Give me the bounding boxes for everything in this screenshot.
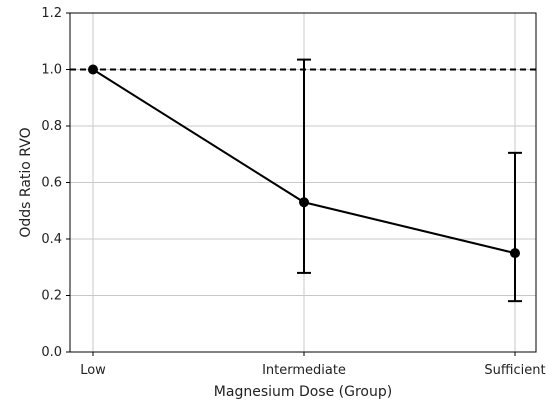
x-tick-label-1: Intermediate: [262, 363, 346, 378]
y-axis-label: Odds Ratio RVO: [18, 127, 34, 237]
y-tick-label-6: 1.2: [41, 6, 62, 21]
y-tick-label-4: 0.8: [41, 119, 62, 134]
x-tick-label-2: Sufficient: [484, 363, 545, 378]
y-axis-ticks: 0.0 0.2 0.4 0.6 0.8 1.0 1.2: [41, 6, 70, 360]
x-axis-ticks: Low Intermediate Sufficient: [80, 352, 546, 378]
y-tick-label-5: 1.0: [41, 63, 62, 78]
data-point-1: [299, 197, 309, 208]
data-point-2: [510, 248, 520, 259]
data-points: [88, 64, 520, 259]
y-tick-label-3: 0.6: [41, 176, 62, 191]
y-tick-label-0: 0.0: [41, 345, 62, 360]
x-tick-label-0: Low: [80, 363, 106, 378]
y-tick-label-2: 0.4: [41, 232, 62, 247]
y-tick-label-1: 0.2: [41, 289, 62, 304]
error-bars: [297, 58, 522, 303]
data-point-0: [88, 64, 98, 75]
x-axis-label: Magnesium Dose (Group): [214, 384, 392, 400]
